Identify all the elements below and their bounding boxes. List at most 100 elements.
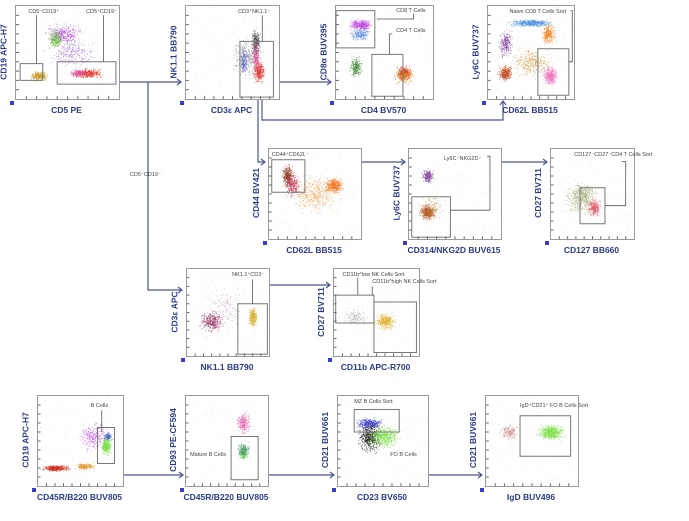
event-dot — [353, 69, 355, 71]
event-dot — [259, 75, 261, 77]
event-dot — [99, 37, 101, 38]
event-dot — [252, 33, 254, 35]
event-dot — [248, 54, 250, 56]
event-dot — [407, 79, 409, 81]
event-dot — [262, 65, 264, 67]
event-dot — [364, 30, 366, 32]
event-dot — [407, 73, 409, 75]
event-dot — [54, 37, 55, 39]
event-dot — [73, 28, 75, 30]
event-dot — [62, 31, 64, 33]
event-dot — [352, 26, 354, 27]
event-dot — [251, 51, 253, 53]
event-dot — [75, 74, 77, 76]
event-dot — [261, 65, 263, 67]
event-dot — [351, 54, 352, 55]
event-dot — [353, 22, 355, 24]
event-dot — [96, 72, 98, 73]
event-dot — [244, 52, 246, 54]
event-dot — [247, 41, 249, 43]
event-dot — [77, 31, 79, 33]
event-dot — [253, 33, 255, 35]
event-dot — [257, 38, 258, 40]
event-dot — [360, 24, 362, 26]
event-dot — [242, 55, 244, 57]
event-dot — [33, 21, 35, 23]
event-dot — [243, 56, 245, 58]
event-dot — [206, 28, 208, 30]
event-dot — [261, 64, 263, 66]
event-dot — [71, 34, 72, 36]
event-dot — [67, 48, 69, 50]
event-dot — [49, 48, 50, 49]
event-dot — [256, 65, 258, 67]
event-dot — [362, 23, 364, 24]
event-dot — [241, 55, 243, 57]
event-dot — [229, 82, 230, 84]
event-dot — [240, 64, 242, 66]
event-dot — [86, 72, 88, 74]
event-dot — [243, 55, 245, 57]
event-dot — [359, 35, 361, 37]
event-dot — [237, 49, 239, 51]
event-dot — [241, 44, 243, 46]
event-dot — [50, 35, 52, 36]
event-dot — [259, 42, 261, 44]
event-dot — [408, 72, 410, 74]
event-dot — [340, 50, 342, 51]
event-dot — [422, 20, 424, 21]
y-axis-label: CD19 APC-H7 — [0, 23, 9, 80]
event-dot — [67, 47, 69, 49]
event-dot — [83, 31, 85, 33]
event-dot — [246, 67, 248, 69]
event-dot — [61, 31, 63, 33]
event-dot — [256, 69, 257, 71]
event-dot — [257, 45, 259, 47]
event-dot — [358, 61, 360, 63]
event-dot — [260, 70, 262, 72]
event-dot — [359, 63, 360, 65]
event-dot — [245, 53, 247, 55]
event-dot — [237, 59, 239, 61]
event-dot — [83, 73, 85, 75]
event-dot — [35, 76, 37, 78]
event-dot — [68, 35, 70, 37]
event-dot — [62, 34, 64, 36]
event-dot — [97, 77, 99, 78]
event-dot — [261, 72, 263, 74]
event-dot — [244, 60, 245, 62]
event-dot — [67, 30, 69, 32]
event-dot — [191, 18, 192, 19]
event-dot — [242, 62, 244, 64]
event-dot — [68, 34, 70, 36]
event-dot — [240, 54, 242, 56]
event-dot — [351, 61, 353, 63]
event-dot — [90, 72, 92, 74]
event-dot — [355, 34, 357, 36]
event-dot — [259, 65, 261, 67]
event-dot — [354, 64, 356, 66]
event-dot — [63, 93, 64, 95]
event-dot — [73, 35, 75, 37]
event-dot — [242, 52, 244, 54]
event-dot — [255, 58, 257, 60]
event-dot — [260, 75, 262, 76]
event-dot — [38, 74, 40, 76]
event-dot — [418, 32, 420, 34]
event-dot — [250, 64, 252, 66]
event-dot — [62, 36, 64, 38]
event-dot — [360, 30, 362, 31]
event-dot — [233, 47, 235, 49]
event-dot — [74, 74, 76, 76]
event-dot — [356, 31, 358, 33]
event-dot — [396, 84, 398, 86]
event-dot — [243, 51, 245, 52]
event-dot — [366, 28, 368, 29]
event-dot — [278, 70, 279, 72]
event-dot — [89, 70, 91, 72]
arrowhead-icon — [477, 471, 483, 479]
event-dot — [557, 22, 559, 23]
event-dot — [30, 78, 32, 80]
event-dot — [272, 9, 273, 10]
event-dot — [261, 72, 263, 74]
